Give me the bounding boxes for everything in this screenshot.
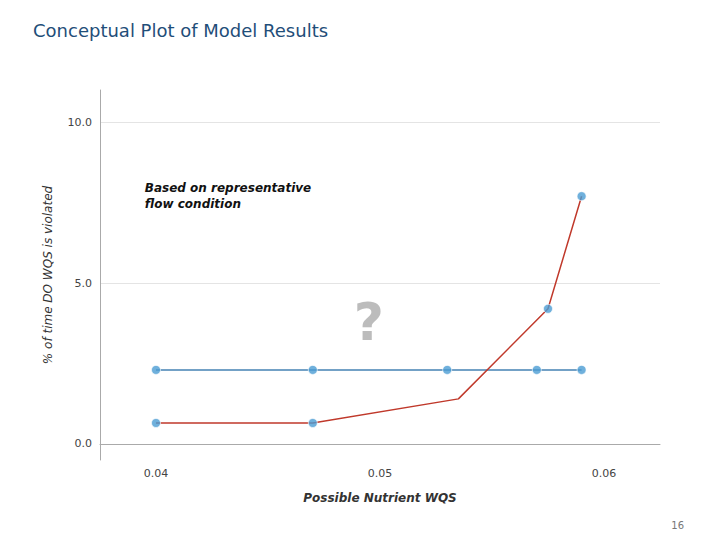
svg-text:Possible Nutrient WQS: Possible Nutrient WQS <box>303 491 457 505</box>
svg-text:flow condition: flow condition <box>145 197 241 211</box>
svg-text:10.0: 10.0 <box>68 116 93 129</box>
svg-text:16: 16 <box>671 520 684 531</box>
svg-text:0.05: 0.05 <box>368 467 393 480</box>
svg-text:% of time DO WQS is violated: % of time DO WQS is violated <box>41 185 55 364</box>
svg-text:Conceptual Plot of Model Resul: Conceptual Plot of Model Results <box>33 20 328 41</box>
svg-text:0.06: 0.06 <box>592 467 617 480</box>
svg-text:0.0: 0.0 <box>75 437 93 450</box>
svg-text:5.0: 5.0 <box>75 277 93 290</box>
svg-text:Based on representative: Based on representative <box>145 181 311 195</box>
svg-text:?: ? <box>354 292 384 352</box>
svg-text:0.04: 0.04 <box>144 467 169 480</box>
